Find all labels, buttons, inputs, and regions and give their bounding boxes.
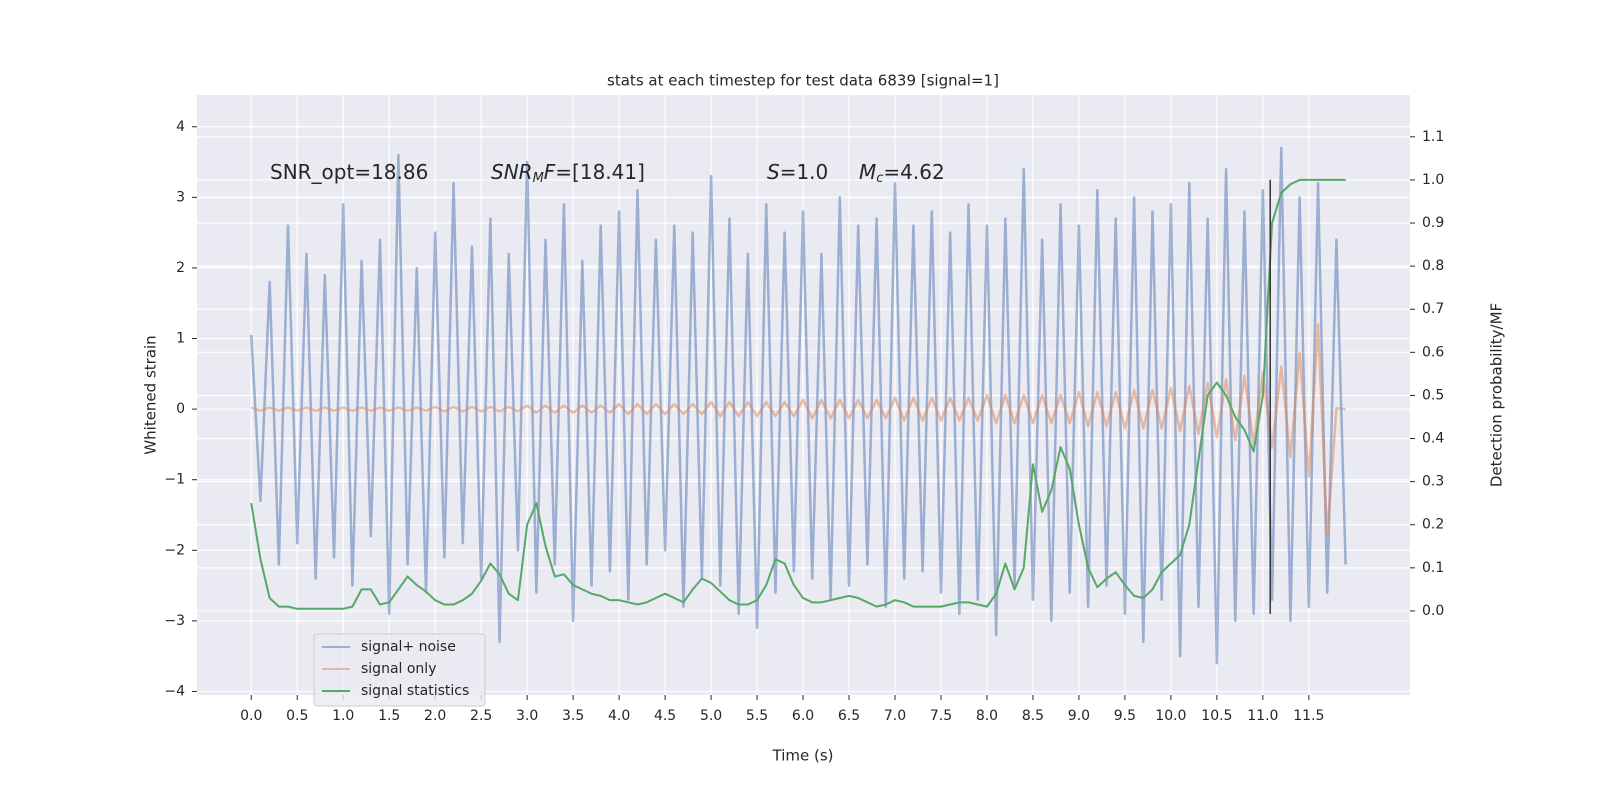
x-tick-label: 9.5 (1114, 708, 1136, 724)
y2-tick-label: 0.5 (1422, 387, 1444, 403)
y2-tick-label: 0.1 (1422, 560, 1444, 576)
annotation: S=1.0 (767, 160, 828, 184)
annotation-part: SNR (491, 160, 533, 184)
annotation: SNR_opt=18.86 (270, 160, 428, 184)
x-tick-label: 7.0 (884, 708, 906, 724)
annotation: Mc=4.62 (859, 160, 945, 186)
x-tick-label: 4.0 (608, 708, 630, 724)
x-tick-label: 2.5 (470, 708, 492, 724)
marks (250, 146, 1347, 665)
x-tick-label: 3.5 (562, 708, 584, 724)
y-tick-label: 2 (176, 260, 185, 276)
y-tick-label: 3 (176, 189, 185, 205)
x-tick-label: 8.5 (1022, 708, 1044, 724)
y2-axis-label: Detection probability/MF (1488, 303, 1506, 487)
legend-box (313, 633, 486, 707)
annotation-part: =[18.41] (555, 160, 645, 184)
x-tick-label: 8.0 (976, 708, 998, 724)
legend-label: signal statistics (361, 683, 469, 699)
annotation-part: S (767, 160, 780, 184)
y-tick-label: 0 (176, 401, 185, 417)
annotation-part: F (544, 160, 556, 184)
x-tick-label: 6.0 (792, 708, 814, 724)
x-tick-label: 0.0 (240, 708, 262, 724)
chart-title: stats at each timestep for test data 683… (607, 72, 999, 90)
x-tick-label: 11.5 (1293, 708, 1324, 724)
y2-tick-label: 1.1 (1422, 129, 1444, 145)
annotation-part: M (533, 171, 544, 186)
x-tick-label: 4.5 (654, 708, 676, 724)
y2-tick-label: 1.0 (1422, 172, 1444, 188)
y2-tick-label: 0.4 (1422, 431, 1444, 447)
y-tick-label: −2 (164, 542, 185, 558)
overlay: SNR_opt=18.86 SNRMF=[18.41] S=1.0 Mc=4.62si… (270, 160, 945, 707)
y-tick-label: −4 (164, 683, 185, 699)
x-tick-label: 7.5 (930, 708, 952, 724)
x-tick-label: 3.0 (516, 708, 538, 724)
y2-tick-label: 0.3 (1422, 474, 1444, 490)
y-axis-label: Whitened strain (142, 335, 160, 454)
y-tick-label: 4 (176, 119, 185, 135)
legend-label: signal only (361, 661, 436, 677)
x-tick-label: 11.0 (1247, 708, 1278, 724)
x-tick-label: 1.0 (332, 708, 354, 724)
annotation-part: =4.62 (883, 160, 944, 184)
annotation-part: M (859, 160, 876, 184)
y2-tick-label: 0.2 (1422, 517, 1444, 533)
x-axis-label: Time (s) (772, 747, 834, 765)
annotation-part: c (876, 171, 883, 186)
y-tick-label: −3 (164, 613, 185, 629)
x-tick-label: 6.5 (838, 708, 860, 724)
series-line (250, 146, 1347, 665)
legend-label: signal+ noise (361, 639, 456, 655)
y2-tick-label: 0.6 (1422, 344, 1444, 360)
annotation: SNRMF=[18.41] (491, 160, 645, 186)
y2-tick-label: 0.7 (1422, 301, 1444, 317)
x-tick-label: 2.0 (424, 708, 446, 724)
annotation-part: =1.0 (780, 160, 829, 184)
series-line (250, 178, 1346, 610)
x-tick-label: 1.5 (378, 708, 400, 724)
y2-tick-label: 0.0 (1422, 603, 1444, 619)
x-tick-label: 10.5 (1201, 708, 1232, 724)
x-tick-label: 5.5 (746, 708, 768, 724)
y2-tick-label: 0.8 (1422, 258, 1444, 274)
x-tick-label: 10.0 (1155, 708, 1186, 724)
x-tick-label: 9.0 (1068, 708, 1090, 724)
series-line (250, 323, 1346, 538)
x-tick-label: 0.5 (286, 708, 308, 724)
y-tick-label: 1 (176, 331, 185, 347)
annotation-part: SNR_opt=18.86 (270, 160, 428, 184)
y2-tick-label: 0.9 (1422, 215, 1444, 231)
y-tick-label: −1 (164, 472, 185, 488)
x-tick-label: 5.0 (700, 708, 722, 724)
